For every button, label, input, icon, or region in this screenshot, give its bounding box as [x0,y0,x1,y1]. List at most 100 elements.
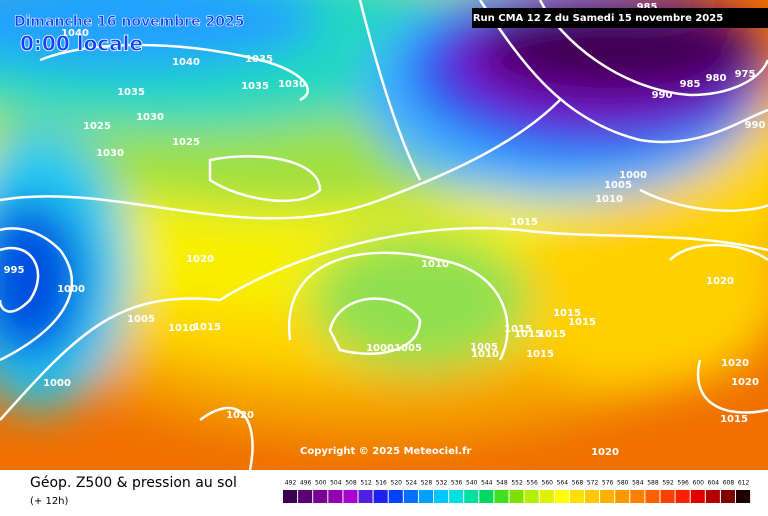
footer-lead: (+ 12h) [30,496,69,507]
isobar-label: 1020 [731,377,759,388]
scale-label: 608 [723,480,735,487]
scale-label: 556 [526,480,538,487]
scale-label: 536 [451,480,463,487]
isobar-label: 985 [637,2,658,13]
scale-label: 504 [330,480,342,487]
scale-swatch [494,490,509,503]
scale-label: 560 [542,480,554,487]
scale-label: 592 [662,480,674,487]
scale-swatch [645,490,660,503]
scale-label: 524 [406,480,418,487]
isobar-label: 1030 [136,112,164,123]
isobar-label: 1000 [43,378,71,389]
isobar-label: 1035 [241,81,269,92]
isobar-label: 1000 [619,170,647,181]
isobar-label: 1025 [83,121,111,132]
scale-label: 508 [345,480,357,487]
scale-swatch [343,490,358,503]
map: 1040 1040 1035 1035 1035 1030 1030 1025 1025 1030… [0,0,768,470]
isobar-label: 1020 [186,254,214,265]
scale-label: 540 [466,480,478,487]
isobar-label: 1020 [706,276,734,287]
isobar-label: 1030 [278,79,306,90]
scale-label: 572 [587,480,599,487]
scale-swatch [509,490,524,503]
isobar-label: 1010 [421,259,449,270]
scale-label: 604 [708,480,720,487]
footer-title: Géop. Z500 & pression au sol [30,475,237,491]
color-scale: 492 496 500 504 508 512 516 520 524 528 532 536 540 5… [283,480,751,503]
scale-label: 564 [557,480,569,487]
isobar-label: 1005 [394,343,422,354]
scale-swatch [585,490,600,503]
isobar-label: 1020 [226,410,254,421]
isobar-label: 980 [706,73,727,84]
scale-swatch [373,490,388,503]
scale-label: 492 [285,480,297,487]
scale-swatch [449,490,464,503]
scale-swatch [630,490,645,503]
scale-swatch [524,490,539,503]
isobar-label: 1020 [591,447,619,458]
isobar-label: 990 [652,90,673,101]
scale-label: 516 [375,480,387,487]
scale-label: 576 [602,480,614,487]
scale-swatch [464,490,479,503]
isobar-label: 1015 [510,217,538,228]
scale-swatch [298,490,313,503]
scale-label: 548 [496,480,508,487]
scale-swatch [569,490,584,503]
run-info: Run CMA 12 Z du Samedi 15 novembre 2025 [473,13,723,24]
scale-swatch [720,490,735,503]
scale-swatch [660,490,675,503]
isobar-label: 1040 [172,57,200,68]
scale-label: 500 [315,480,327,487]
map-time: 0:00 locale [20,32,143,56]
scale-label: 584 [632,480,644,487]
isobar-label: 1005 [470,342,498,353]
isobar-label: 1015 [193,322,221,333]
scale-label: 596 [677,480,689,487]
copyright: Copyright © 2025 Meteociel.fr [300,446,471,457]
scale-label: 552 [511,480,523,487]
scale-swatch [313,490,328,503]
scale-swatch [403,490,418,503]
scale-swatch [418,490,433,503]
scale-label: 544 [481,480,493,487]
scale-swatch [388,490,403,503]
isobar-label: 1015 [538,329,566,340]
scale-swatch [615,490,630,503]
scale-label: 600 [693,480,705,487]
isobar-label: 1015 [514,329,542,340]
isobar-label: 1020 [721,358,749,369]
scale-label: 568 [572,480,584,487]
scale-swatch [736,490,751,503]
isobar-label: 1015 [553,308,581,319]
scale-label: 528 [421,480,433,487]
isobar-label: 1000 [366,343,394,354]
scale-label: 520 [391,480,403,487]
isobar-label: 975 [735,69,756,80]
isobar-labels: 1040 1040 1035 1035 1035 1030 1030 1025 1025 1030… [4,2,766,458]
isobar-label: 1010 [471,349,499,360]
isobar-label: 990 [745,120,766,131]
isobar-label: 1005 [127,314,155,325]
scale-swatch [690,490,705,503]
isobar-label: 995 [4,265,25,276]
isobar-label: 1030 [96,148,124,159]
isobar-label: 1040 [61,28,89,39]
scale-swatch [328,490,343,503]
isobar-label: 1035 [117,87,145,98]
isobar-label: 1035 [245,54,273,65]
isobar-label: 1010 [595,194,623,205]
scale-swatch [539,490,554,503]
scale-label: 612 [738,480,750,487]
scale-swatch [358,490,373,503]
scale-label: 496 [300,480,312,487]
map-date: Dimanche 16 novembre 2025 [14,14,244,30]
scale-swatch [600,490,615,503]
isobar-label: 1000 [57,284,85,295]
isobar-label: 1015 [504,324,532,335]
scale-swatch [479,490,494,503]
